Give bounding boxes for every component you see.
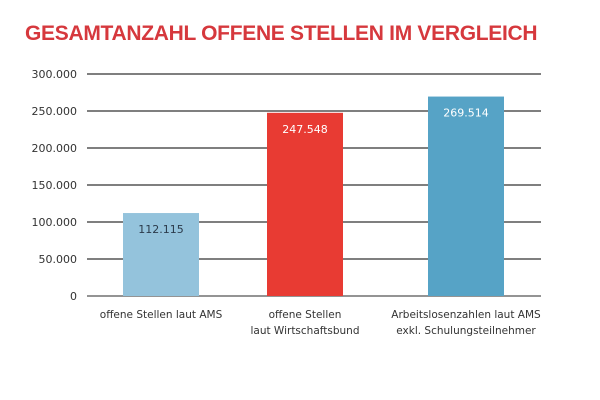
bar — [123, 213, 199, 296]
y-tick-label: 100.000 — [32, 216, 78, 229]
chart-title: GESAMTANZAHL OFFENE STELLEN IM VERGLEICH — [25, 22, 538, 45]
data-label: 112.115 — [138, 223, 184, 236]
y-tick-label: 150.000 — [32, 179, 78, 192]
bar — [428, 96, 504, 297]
x-category-label: offene Stellen laut AMS — [100, 309, 223, 321]
x-category-label: laut Wirtschaftsbund — [250, 325, 359, 337]
y-tick-label: 0 — [70, 290, 77, 303]
x-category-label: exkl. Schulungsteilnehmer — [396, 325, 536, 337]
y-tick-label: 50.000 — [39, 253, 78, 266]
bar — [267, 112, 343, 296]
data-label: 247.548 — [282, 123, 328, 136]
y-tick-label: 300.000 — [32, 68, 78, 81]
y-tick-label: 250.000 — [32, 105, 78, 118]
x-category-label: Arbeitslosenzahlen laut AMS — [391, 309, 541, 321]
y-tick-label: 200.000 — [32, 142, 78, 155]
data-label: 269.514 — [443, 107, 489, 120]
x-category-label: offene Stellen — [269, 309, 342, 321]
